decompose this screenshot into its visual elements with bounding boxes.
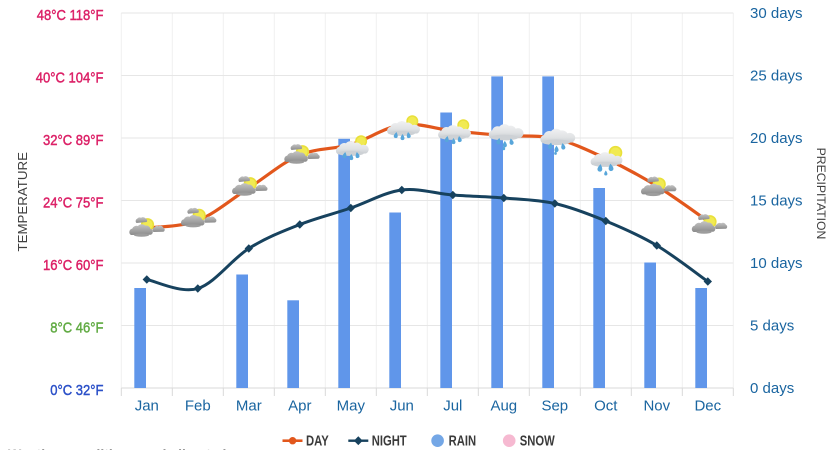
svg-text:Feb: Feb — [185, 398, 211, 415]
svg-text:25 days: 25 days — [750, 68, 803, 85]
svg-text:DAY: DAY — [306, 432, 329, 449]
svg-text:Dec: Dec — [694, 398, 721, 415]
svg-text:TEMPERATURE: TEMPERATURE — [15, 152, 30, 252]
svg-text:Nov: Nov — [643, 398, 670, 415]
svg-text:24°C 75°F: 24°C 75°F — [43, 194, 104, 211]
svg-text:Oct: Oct — [594, 398, 618, 415]
svg-text:0 days: 0 days — [750, 380, 794, 397]
svg-text:Jun: Jun — [390, 398, 414, 415]
svg-text:8°C 46°F: 8°C 46°F — [50, 319, 104, 336]
svg-text:Jan: Jan — [135, 398, 159, 415]
svg-text:Sep: Sep — [541, 398, 568, 415]
svg-text:May: May — [337, 398, 366, 415]
svg-text:Weather conditions and climate: Weather conditions and climate in — [8, 446, 235, 450]
svg-text:16°C 60°F: 16°C 60°F — [43, 256, 104, 273]
svg-text:NIGHT: NIGHT — [372, 432, 407, 449]
svg-text:15 days: 15 days — [750, 193, 803, 210]
svg-text:PRECIPITATION: PRECIPITATION — [814, 148, 828, 240]
svg-text:20 days: 20 days — [750, 130, 803, 147]
svg-text:5 days: 5 days — [750, 318, 794, 335]
svg-text:0°C 32°F: 0°C 32°F — [50, 381, 104, 398]
svg-text:SNOW: SNOW — [520, 432, 555, 449]
svg-text:Apr: Apr — [288, 398, 311, 415]
svg-text:RAIN: RAIN — [449, 432, 476, 449]
svg-text:Mar: Mar — [236, 398, 262, 415]
svg-text:Aug: Aug — [490, 398, 517, 415]
svg-text:10 days: 10 days — [750, 255, 803, 272]
svg-text:32°C 89°F: 32°C 89°F — [43, 131, 104, 148]
svg-text:Jul: Jul — [443, 398, 462, 415]
svg-text:40°C 104°F: 40°C 104°F — [36, 69, 104, 86]
svg-text:48°C 118°F: 48°C 118°F — [37, 6, 104, 23]
svg-text:30 days: 30 days — [750, 5, 803, 22]
